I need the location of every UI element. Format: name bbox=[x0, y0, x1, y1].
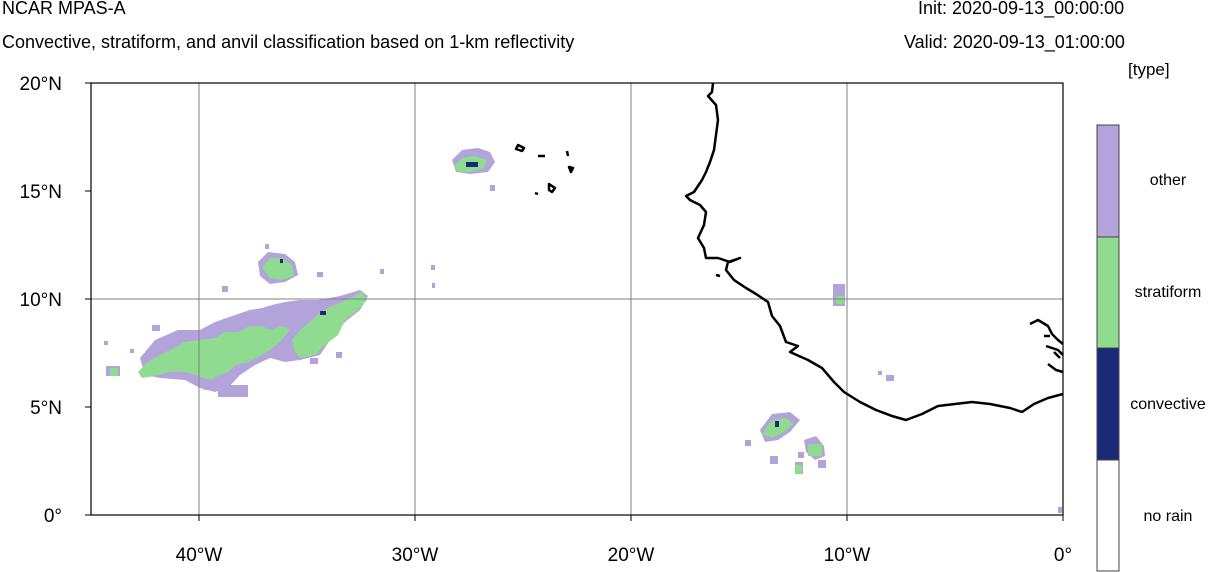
legend-colorbar bbox=[1096, 124, 1120, 572]
lat-label-5n: 5°N bbox=[30, 398, 62, 419]
map-subtitle: Convective, stratiform, and anvil classi… bbox=[2, 32, 575, 52]
lon-label-20w: 20°W bbox=[608, 545, 655, 566]
lon-label-10w: 10°W bbox=[824, 545, 871, 566]
legend-swatch-no-rain bbox=[1096, 459, 1120, 572]
lat-label-20n: 20°N bbox=[20, 74, 62, 95]
legend-units: [type] bbox=[1128, 60, 1170, 79]
lat-label-15n: 15°N bbox=[20, 182, 62, 203]
init-time: Init: 2020-09-13_00:00:00 bbox=[918, 0, 1125, 18]
map-gridlines bbox=[91, 83, 1063, 515]
legend-label-stratiform: stratiform bbox=[1134, 284, 1202, 301]
lon-label-40w: 40°W bbox=[176, 545, 223, 566]
legend-label-convective: convective bbox=[1130, 396, 1206, 413]
map-title: NCAR MPAS-A bbox=[2, 0, 126, 18]
valid-time: Valid: 2020-09-13_01:00:00 bbox=[904, 32, 1125, 52]
legend-label-other: other bbox=[1149, 172, 1187, 189]
lat-label-10n: 10°N bbox=[20, 290, 62, 311]
legend-label-no-rain: no rain bbox=[1143, 508, 1193, 525]
lon-label-0: 0° bbox=[1054, 545, 1072, 566]
stratiform-region bbox=[110, 156, 844, 474]
axis-ticks bbox=[85, 82, 1064, 521]
convective-region bbox=[280, 162, 779, 427]
lat-label-0: 0° bbox=[44, 506, 62, 527]
coastline bbox=[514, 82, 1064, 422]
precip-classification-layer bbox=[104, 148, 1062, 513]
lon-label-30w: 30°W bbox=[392, 545, 439, 566]
